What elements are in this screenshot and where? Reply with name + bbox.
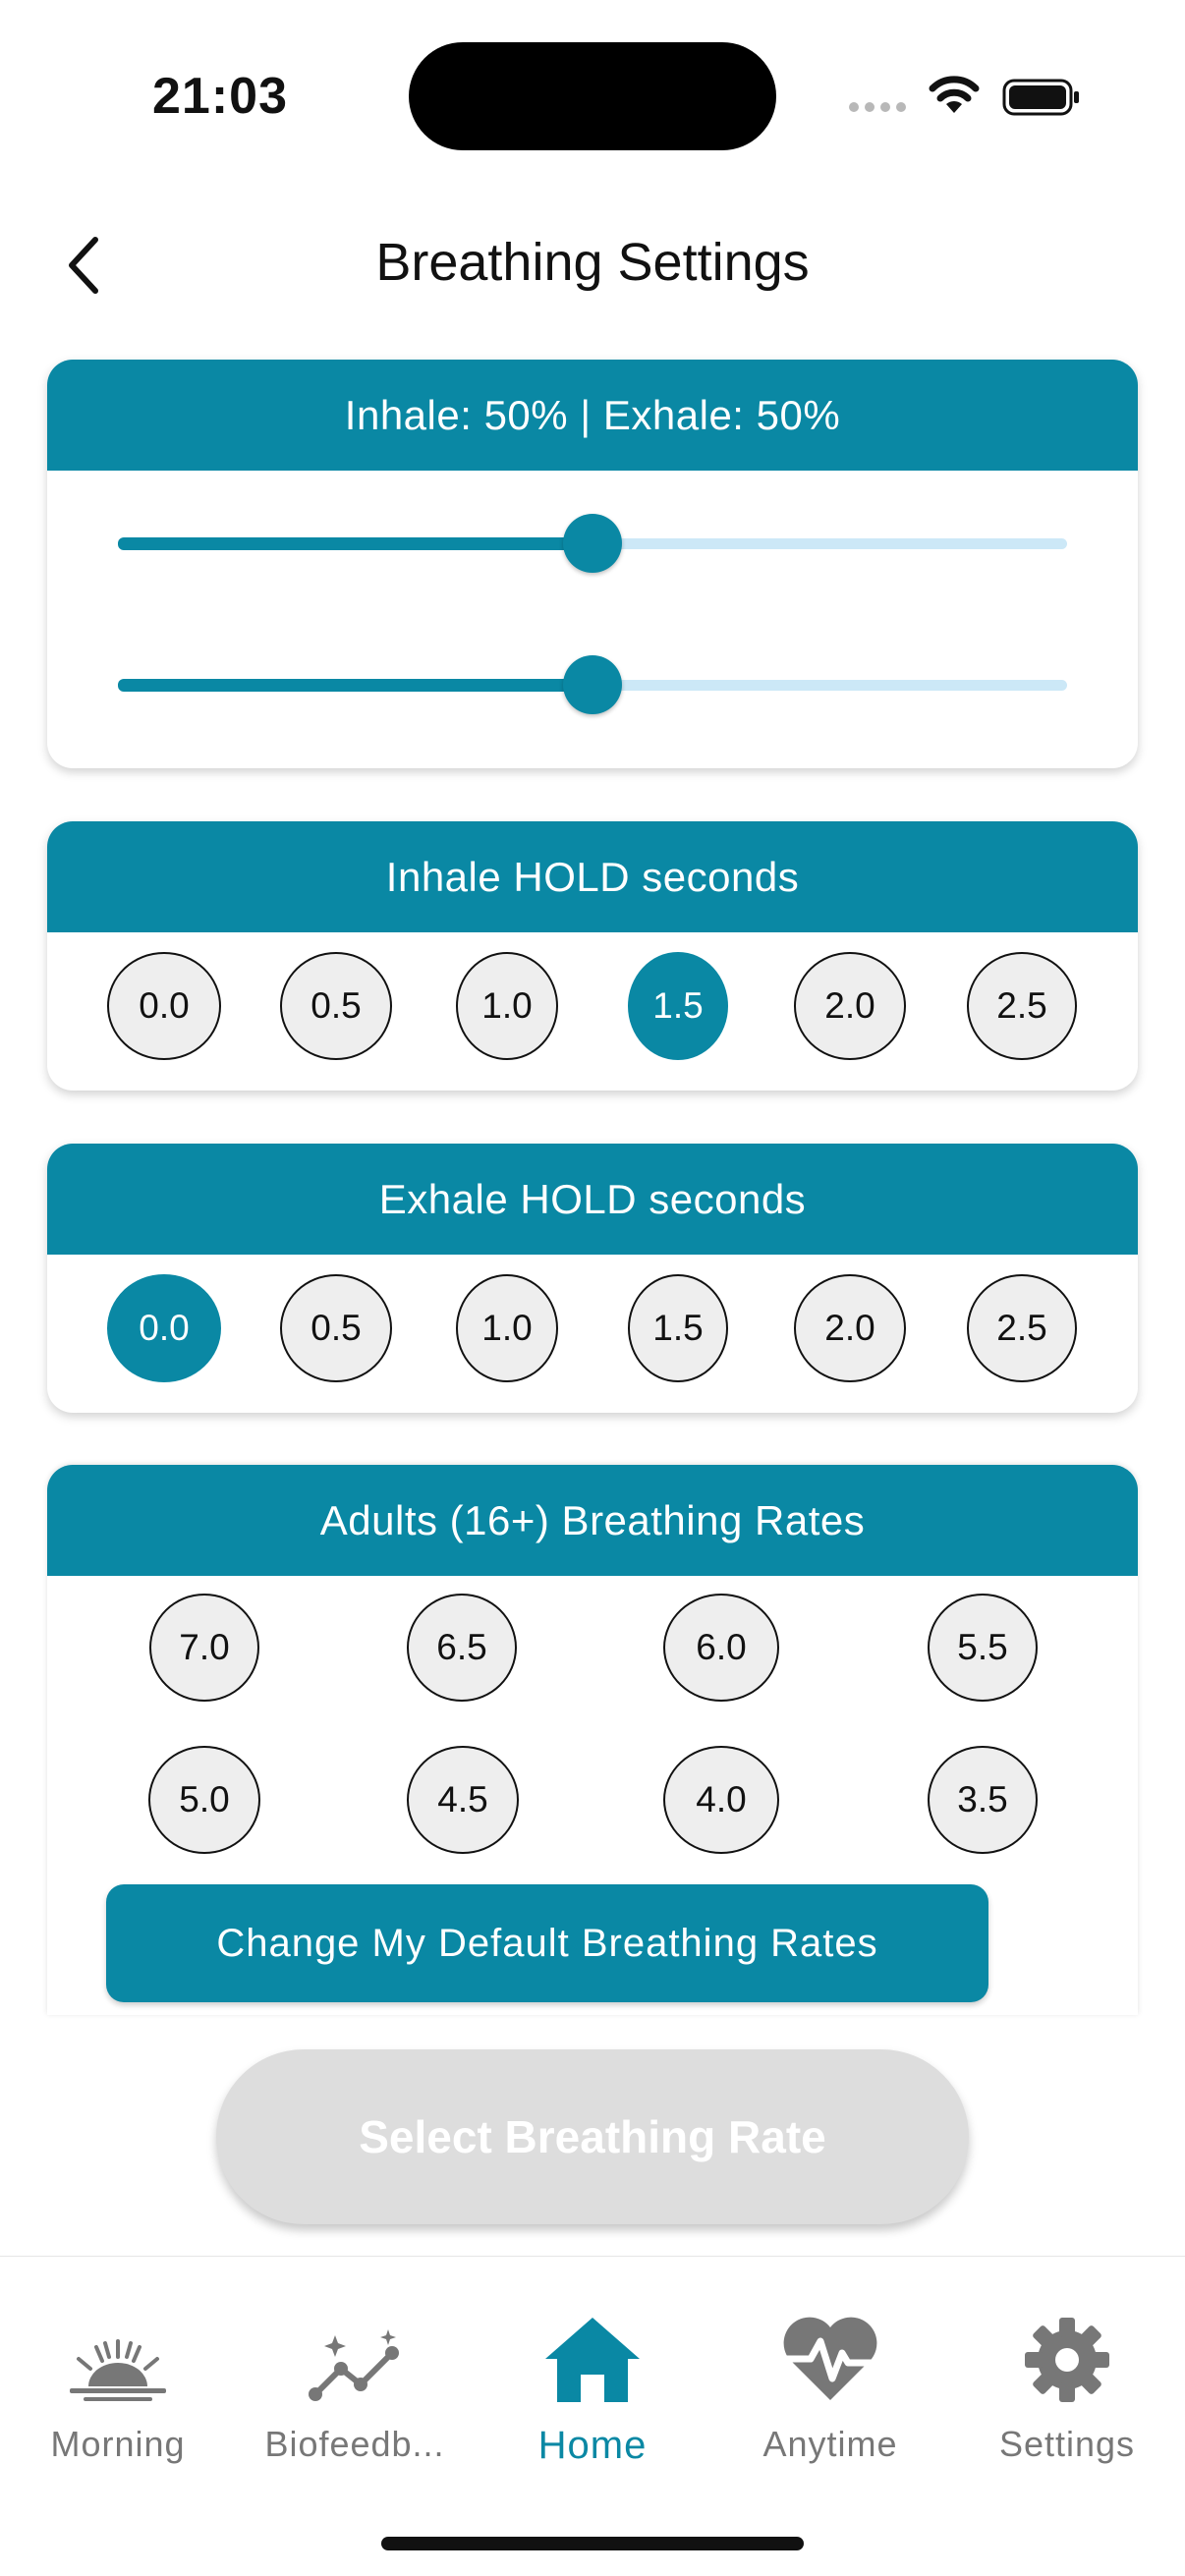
- rate-option[interactable]: 4.5: [407, 1746, 519, 1854]
- exhale-hold-option[interactable]: 1.0: [456, 1274, 558, 1382]
- inhale-hold-option[interactable]: 0.0: [107, 952, 221, 1060]
- inhale-hold-title: Inhale HOLD seconds: [47, 821, 1138, 932]
- exhale-hold-option[interactable]: 2.0: [794, 1274, 906, 1382]
- inhale-hold-option[interactable]: 1.0: [456, 952, 558, 1060]
- rate-option[interactable]: 7.0: [149, 1594, 259, 1702]
- change-default-rates-button[interactable]: Change My Default Breathing Rates: [106, 1884, 988, 2002]
- status-bar: 21:03: [0, 0, 1185, 196]
- trend-chart-icon: [309, 2329, 399, 2401]
- tab-morning[interactable]: Morning: [10, 2296, 226, 2465]
- exhale-hold-option[interactable]: 0.5: [280, 1274, 392, 1382]
- select-breathing-rate-button[interactable]: Select Breathing Rate: [216, 2049, 969, 2224]
- cellular-signal-icon: [849, 102, 906, 112]
- tab-home[interactable]: Home: [484, 2296, 701, 2468]
- tab-label: Morning: [50, 2424, 186, 2464]
- gear-icon: [1025, 2318, 1109, 2402]
- page-title: Breathing Settings: [375, 233, 810, 292]
- home-icon: [545, 2318, 640, 2402]
- slider-fill: [118, 679, 592, 692]
- tab-label: Home: [537, 2424, 648, 2467]
- rate-option[interactable]: 4.0: [663, 1746, 779, 1854]
- exhale-hold-card: Exhale HOLD seconds 0.0 0.5 1.0 1.5 2.0 …: [47, 1144, 1138, 1413]
- tab-label: Anytime: [762, 2424, 898, 2464]
- chevron-left-icon: [69, 237, 98, 294]
- back-button[interactable]: [49, 226, 118, 305]
- ratio-label: Inhale: 50% | Exhale: 50%: [47, 360, 1138, 471]
- rate-option[interactable]: 5.0: [148, 1746, 260, 1854]
- sunrise-icon: [70, 2339, 166, 2401]
- exhale-hold-title: Exhale HOLD seconds: [47, 1144, 1138, 1255]
- status-time: 21:03: [152, 68, 288, 125]
- exhale-hold-option-selected[interactable]: 0.0: [107, 1274, 221, 1382]
- slider-thumb[interactable]: [563, 655, 622, 714]
- inhale-hold-option-selected[interactable]: 1.5: [628, 952, 728, 1060]
- ratio-card: Inhale: 50% | Exhale: 50%: [47, 360, 1138, 768]
- exhale-hold-option[interactable]: 1.5: [628, 1274, 728, 1382]
- inhale-hold-option[interactable]: 2.5: [967, 952, 1077, 1060]
- tab-label: Settings: [998, 2424, 1136, 2464]
- exhale-slider[interactable]: [118, 655, 1067, 714]
- inhale-slider[interactable]: [118, 514, 1067, 573]
- inhale-hold-option[interactable]: 2.0: [794, 952, 906, 1060]
- tab-bar: Morning Biofeedb... Home: [0, 2256, 1185, 2576]
- tab-settings[interactable]: Settings: [959, 2296, 1175, 2465]
- rate-option[interactable]: 6.5: [407, 1594, 517, 1702]
- tab-label: Biofeedb...: [264, 2424, 445, 2464]
- inhale-hold-card: Inhale HOLD seconds 0.0 0.5 1.0 1.5 2.0 …: [47, 821, 1138, 1091]
- tab-biofeedback[interactable]: Biofeedb...: [247, 2296, 463, 2465]
- dynamic-island: [409, 42, 776, 150]
- rate-option[interactable]: 5.5: [928, 1594, 1038, 1702]
- slider-fill: [118, 537, 592, 550]
- breathing-rates-title: Adults (16+) Breathing Rates: [47, 1465, 1138, 1576]
- heartbeat-icon: [783, 2317, 877, 2400]
- tab-anytime[interactable]: Anytime: [722, 2296, 938, 2465]
- rate-option[interactable]: 3.5: [928, 1746, 1038, 1854]
- battery-icon: [1002, 79, 1079, 116]
- home-indicator: [381, 2537, 804, 2550]
- rate-option[interactable]: 6.0: [663, 1594, 779, 1702]
- exhale-hold-option[interactable]: 2.5: [967, 1274, 1077, 1382]
- slider-thumb[interactable]: [563, 514, 622, 573]
- wifi-icon: [929, 76, 980, 113]
- inhale-hold-option[interactable]: 0.5: [280, 952, 392, 1060]
